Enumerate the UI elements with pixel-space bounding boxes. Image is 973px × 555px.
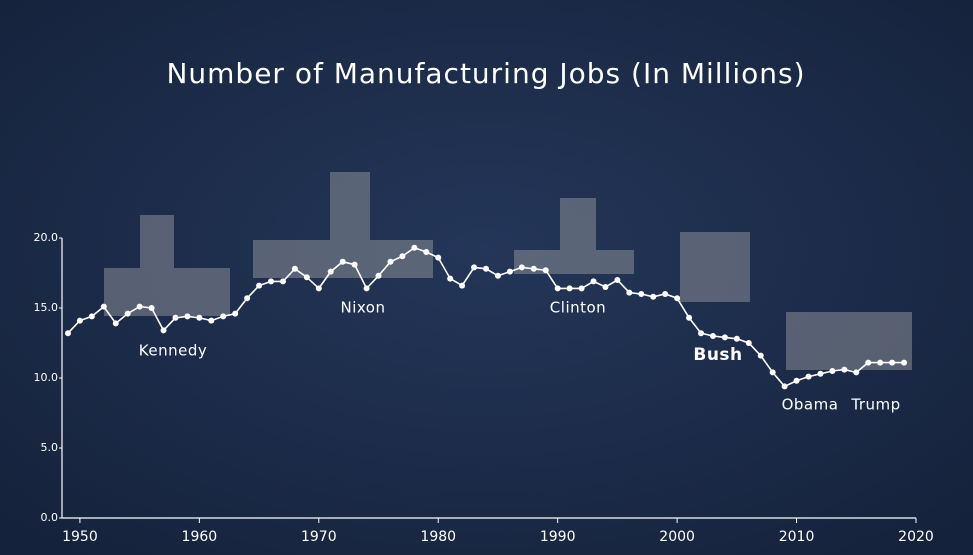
data-point bbox=[494, 272, 501, 279]
data-point bbox=[602, 284, 609, 290]
data-point bbox=[339, 258, 346, 265]
data-point bbox=[901, 359, 908, 366]
data-point bbox=[303, 274, 310, 281]
y-tick-label: 10.0 bbox=[34, 371, 59, 384]
data-point bbox=[542, 267, 549, 274]
data-point bbox=[698, 330, 705, 337]
data-point bbox=[279, 278, 286, 285]
data-point bbox=[554, 285, 561, 292]
data-point bbox=[889, 359, 896, 366]
data-point bbox=[745, 340, 752, 346]
data-point bbox=[172, 314, 179, 321]
data-point bbox=[793, 377, 800, 384]
data-point bbox=[208, 317, 215, 324]
data-point bbox=[160, 327, 167, 334]
data-point bbox=[650, 293, 657, 300]
president-label: Kennedy bbox=[139, 342, 207, 360]
president-label: Clinton bbox=[550, 299, 606, 317]
data-point bbox=[148, 305, 155, 311]
data-point bbox=[196, 314, 203, 321]
data-point bbox=[506, 268, 513, 275]
data-point bbox=[244, 295, 251, 302]
data-point bbox=[471, 264, 478, 271]
data-point bbox=[853, 369, 860, 376]
data-point bbox=[614, 277, 621, 283]
data-point bbox=[757, 352, 764, 359]
data-point bbox=[100, 303, 107, 310]
data-point bbox=[662, 291, 669, 297]
data-point bbox=[387, 258, 394, 265]
president-label: Bush bbox=[693, 345, 742, 365]
data-point bbox=[363, 285, 370, 292]
data-point bbox=[64, 330, 71, 337]
data-point bbox=[686, 314, 693, 321]
data-point bbox=[220, 313, 227, 320]
figure-nixon bbox=[330, 172, 370, 242]
president-label: Nixon bbox=[341, 299, 386, 317]
data-point bbox=[709, 333, 716, 339]
data-point bbox=[88, 313, 95, 320]
president-label: Obama bbox=[782, 396, 839, 414]
data-point bbox=[447, 275, 454, 282]
data-point bbox=[411, 244, 418, 251]
data-point bbox=[638, 291, 645, 297]
data-point bbox=[483, 265, 490, 272]
data-point bbox=[423, 249, 430, 255]
y-tick-label: 0.0 bbox=[41, 511, 59, 524]
photo-collage bbox=[104, 172, 912, 370]
data-point bbox=[626, 289, 633, 296]
data-point bbox=[232, 310, 239, 317]
data-point bbox=[124, 310, 131, 317]
data-point bbox=[566, 285, 573, 292]
data-point bbox=[674, 295, 681, 302]
data-point bbox=[590, 278, 597, 285]
x-tick-label: 2020 bbox=[898, 529, 934, 545]
data-point bbox=[435, 254, 442, 261]
data-point bbox=[375, 272, 382, 279]
data-point bbox=[256, 282, 263, 289]
data-point bbox=[578, 285, 585, 292]
data-point bbox=[459, 282, 466, 289]
x-tick-label: 1960 bbox=[182, 529, 218, 545]
data-point bbox=[399, 253, 406, 260]
data-point bbox=[841, 366, 848, 373]
data-point bbox=[733, 335, 740, 342]
figure-bush bbox=[680, 232, 750, 302]
data-point bbox=[136, 303, 143, 310]
x-tick-label: 1980 bbox=[420, 529, 456, 545]
data-point bbox=[351, 261, 358, 268]
data-point bbox=[184, 313, 191, 320]
y-tick-label: 5.0 bbox=[41, 441, 59, 454]
x-tick-label: 1970 bbox=[301, 529, 337, 545]
data-point bbox=[781, 383, 788, 390]
data-point bbox=[829, 368, 836, 374]
y-tick-label: 15.0 bbox=[34, 301, 59, 314]
x-tick-label: 2000 bbox=[659, 529, 695, 545]
data-point bbox=[769, 369, 776, 376]
data-point bbox=[865, 359, 872, 366]
data-point bbox=[530, 265, 537, 272]
figure-clinton bbox=[560, 198, 596, 254]
data-point bbox=[721, 334, 728, 341]
chart-title: Number of Manufacturing Jobs (In Million… bbox=[166, 57, 805, 90]
x-tick-label: 1990 bbox=[540, 529, 576, 545]
x-tick-label: 1950 bbox=[62, 529, 98, 545]
data-point bbox=[268, 278, 275, 285]
data-point bbox=[76, 317, 83, 324]
y-tick-label: 20.0 bbox=[34, 231, 59, 244]
data-point bbox=[877, 359, 884, 366]
data-point bbox=[817, 370, 824, 377]
data-point bbox=[315, 285, 322, 292]
data-point bbox=[327, 268, 334, 275]
x-tick-label: 2010 bbox=[779, 529, 815, 545]
data-point bbox=[518, 264, 525, 271]
president-label: Trump bbox=[850, 396, 900, 414]
data-point bbox=[805, 373, 812, 380]
data-point bbox=[112, 320, 119, 327]
data-point bbox=[291, 265, 298, 272]
figure-kennedy bbox=[140, 215, 174, 275]
factory-kennedy bbox=[104, 268, 230, 316]
